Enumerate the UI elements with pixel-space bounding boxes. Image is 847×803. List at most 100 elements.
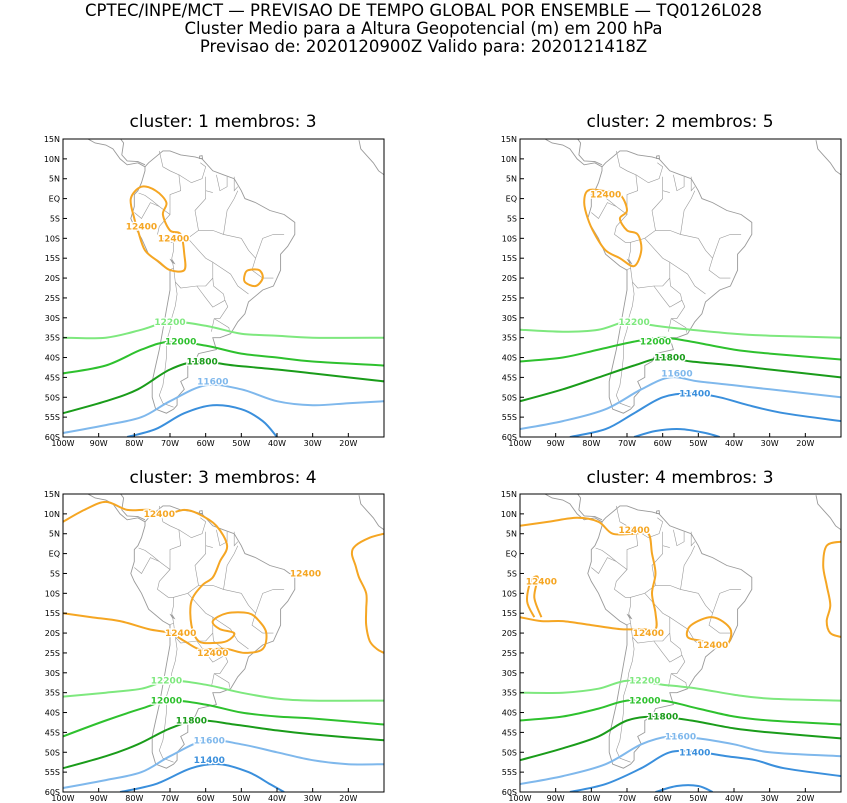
lon-label: 40W xyxy=(268,439,286,448)
lat-label: 55S xyxy=(45,768,60,777)
panel-2-title: cluster: 2 membros: 5 xyxy=(586,112,774,132)
country-border xyxy=(680,545,696,590)
lat-label: 30S xyxy=(502,314,517,323)
contour-line xyxy=(129,185,187,273)
contour-line xyxy=(520,679,841,702)
lon-label: 60W xyxy=(654,439,672,448)
country-border xyxy=(178,162,207,184)
lat-label: 10N xyxy=(501,155,517,164)
coastline-africa xyxy=(358,140,384,179)
lat-label: 30S xyxy=(45,314,60,323)
lat-label: 35S xyxy=(502,689,517,698)
contour-label: 12200 xyxy=(154,318,185,328)
lat-label: 5N xyxy=(49,530,60,539)
contour-line xyxy=(526,575,543,618)
country-border xyxy=(615,268,635,408)
contour-line xyxy=(520,336,841,363)
contour-label: 12400 xyxy=(165,629,196,639)
caribbean-island xyxy=(637,480,643,482)
lat-label: 10S xyxy=(45,589,60,598)
country-border xyxy=(233,176,239,192)
country-border xyxy=(205,531,213,548)
country-border xyxy=(196,278,226,308)
country-border xyxy=(653,278,683,308)
lon-label: 40W xyxy=(725,794,743,803)
lat-label: 45S xyxy=(45,373,60,382)
contour-line xyxy=(822,540,841,638)
lat-label: 30S xyxy=(502,669,517,678)
lat-label: EQ xyxy=(49,550,60,559)
contour-line xyxy=(569,392,841,437)
caribbean-island xyxy=(180,480,186,482)
contour-line xyxy=(520,516,658,632)
contour-label: 11600 xyxy=(197,377,228,387)
contour-label: 12400 xyxy=(197,649,228,659)
country-border xyxy=(205,176,213,193)
lat-label: 55S xyxy=(45,413,60,422)
lat-label: 20S xyxy=(502,274,517,283)
lat-label: 15S xyxy=(502,609,517,618)
coastline-central-america-pacific xyxy=(87,494,146,523)
contour-label: 11800 xyxy=(654,354,685,364)
panel-3-title: cluster: 3 membros: 4 xyxy=(129,468,317,488)
country-border xyxy=(698,593,731,634)
lat-label: 10S xyxy=(502,234,517,243)
contour-label: 12400 xyxy=(126,222,157,232)
country-border xyxy=(671,673,687,688)
caribbean-island xyxy=(154,475,175,482)
lat-label: 60S xyxy=(45,433,60,442)
contour-label: 11400 xyxy=(679,389,710,399)
country-border xyxy=(644,230,699,239)
coastline-central-america-caribbean xyxy=(120,494,146,521)
header-line-2: Cluster Medio para a Altura Geopotencial… xyxy=(184,19,663,38)
lat-label: EQ xyxy=(506,550,517,559)
lon-label: 40W xyxy=(268,794,286,803)
coastline-south-america xyxy=(587,150,753,414)
contour-line xyxy=(119,763,285,792)
coastline-central-america-pacific xyxy=(544,139,603,168)
lat-label: 45S xyxy=(502,373,517,382)
lat-label: 55S xyxy=(502,768,517,777)
country-border xyxy=(673,174,685,192)
contour-label: 12400 xyxy=(618,526,649,536)
lat-label: 15S xyxy=(502,254,517,263)
map-frame xyxy=(62,493,385,793)
lat-label: 15N xyxy=(44,490,60,499)
country-border xyxy=(673,529,685,547)
lat-label: 50S xyxy=(45,393,60,402)
country-border xyxy=(187,230,242,239)
coastline-central-america-pacific xyxy=(87,139,146,168)
country-border xyxy=(187,585,242,594)
lon-label: 90W xyxy=(90,439,108,448)
lat-label: 60S xyxy=(45,788,60,797)
country-border xyxy=(651,545,663,586)
contour-label: 12200 xyxy=(151,677,182,687)
lon-label: 60W xyxy=(197,794,215,803)
lon-label: 90W xyxy=(547,439,565,448)
contour-line xyxy=(520,698,841,726)
lon-label: 70W xyxy=(618,439,636,448)
contour-line xyxy=(63,719,384,770)
country-border xyxy=(630,592,671,644)
panel-4-title: cluster: 4 membros: 3 xyxy=(586,468,774,488)
country-border xyxy=(614,569,631,626)
lon-label: 80W xyxy=(582,439,600,448)
country-border xyxy=(671,655,686,674)
lon-label: 100W xyxy=(51,439,74,448)
lon-label: 90W xyxy=(90,794,108,803)
country-border xyxy=(212,616,249,650)
contour-line xyxy=(655,784,714,792)
lat-label: 20S xyxy=(502,629,517,638)
country-border xyxy=(211,318,215,332)
panel-1-title: cluster: 1 membros: 3 xyxy=(129,112,317,132)
country-border xyxy=(173,237,214,289)
contour-line xyxy=(63,738,384,789)
lat-label: EQ xyxy=(49,195,60,204)
contour-line xyxy=(126,404,278,437)
lat-label: 5N xyxy=(506,175,517,184)
lat-label: 35S xyxy=(45,689,60,698)
contour-label: 12400 xyxy=(590,191,621,201)
lon-label: 30W xyxy=(761,794,779,803)
country-border xyxy=(635,517,664,539)
